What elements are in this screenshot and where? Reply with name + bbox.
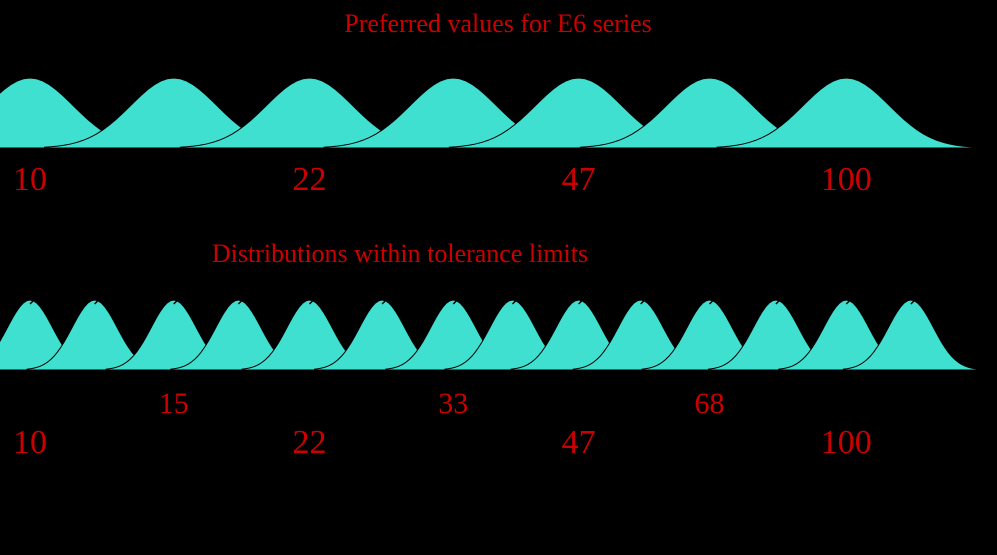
bottom-large-label: 47	[562, 424, 596, 461]
top-value-label: 22	[293, 161, 327, 198]
title-bottom: Distributions within tolerance limits	[212, 239, 588, 268]
top-value-label: 47	[562, 161, 596, 198]
title-top: Preferred values for E6 series	[344, 9, 652, 38]
bottom-large-label: 100	[821, 424, 872, 461]
bottom-mid-label: 15	[159, 387, 189, 420]
bottom-mid-label: 68	[695, 387, 725, 420]
bottom-mid-label: 33	[438, 387, 468, 420]
top-value-label: 100	[821, 161, 872, 198]
bottom-large-label: 22	[293, 424, 327, 461]
top-value-label: 10	[13, 161, 47, 198]
bottom-large-label: 10	[13, 424, 47, 461]
